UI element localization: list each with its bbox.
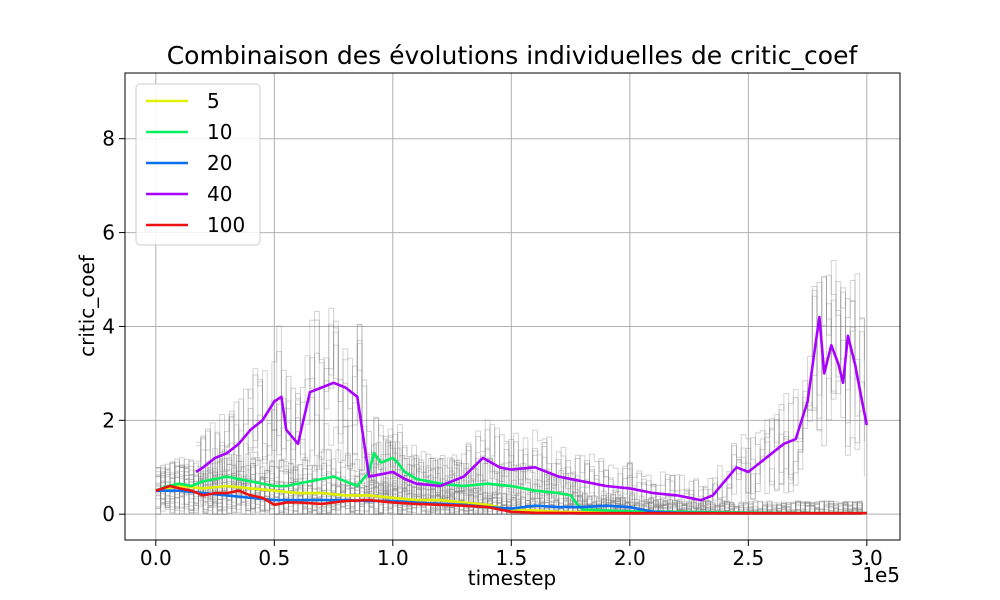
y-tick-label: 4 (102, 314, 115, 338)
background-run-line (155, 428, 863, 515)
legend-label-20: 20 (207, 151, 232, 175)
x-tick-label: 3.0 (851, 546, 883, 570)
legend-label-40: 40 (207, 182, 232, 206)
y-axis-label: critic_coef (75, 254, 99, 357)
x-tick-label: 2.0 (614, 546, 646, 570)
series-line-40 (195, 315, 869, 502)
x-axis-label: timestep (468, 566, 556, 590)
legend-label-5: 5 (207, 89, 220, 113)
y-tick-label: 8 (102, 127, 115, 151)
series-lines (155, 315, 869, 515)
x-tick-label: 1.0 (377, 546, 409, 570)
chart-title: Combinaison des évolutions individuelles… (167, 41, 859, 70)
legend: 5 10 20 40 100 (135, 83, 261, 246)
plot-frame (124, 72, 901, 541)
legend-box (135, 83, 261, 246)
x-axis: 0.0 0.5 1.0 1.5 2.0 2.5 3.0 (140, 540, 883, 570)
background-run-line (196, 276, 865, 513)
x-tick-label: 0.5 (258, 546, 290, 570)
background-run-line (155, 462, 863, 515)
series-line-10 (155, 451, 867, 515)
grid (125, 73, 900, 540)
y-tick-label: 2 (102, 408, 115, 432)
legend-label-100: 100 (207, 213, 245, 237)
background-run-line (155, 417, 863, 515)
series-line-100 (155, 484, 867, 515)
x-tick-label: 2.5 (732, 546, 764, 570)
x-offset-label: 1e5 (862, 563, 900, 587)
background-run-line (196, 274, 865, 515)
legend-label-10: 10 (207, 120, 232, 144)
y-tick-label: 6 (102, 221, 115, 245)
y-axis: 0 2 4 6 8 (102, 127, 125, 526)
y-tick-label: 0 (102, 502, 115, 526)
background-run-line (196, 281, 865, 515)
x-tick-label: 1.5 (495, 546, 527, 570)
x-tick-label: 0.0 (140, 546, 172, 570)
background-run-line (196, 273, 865, 515)
